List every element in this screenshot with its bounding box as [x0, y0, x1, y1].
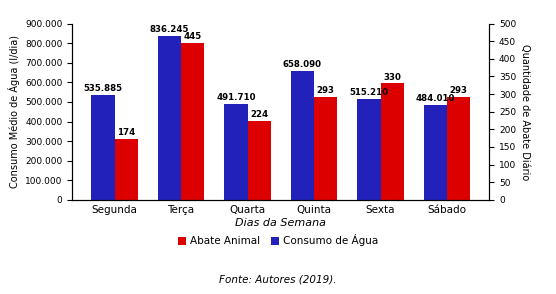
X-axis label: Dias da Semana: Dias da Semana [235, 218, 326, 228]
Text: 293: 293 [450, 86, 468, 95]
Text: 515.210: 515.210 [349, 88, 389, 97]
Bar [380, 83, 404, 200]
Text: 174: 174 [117, 128, 135, 137]
Bar [181, 43, 204, 200]
Text: Fonte: Autores (2019).: Fonte: Autores (2019). [219, 274, 337, 284]
Bar [158, 36, 181, 200]
Y-axis label: Quantidade de Abate Diário: Quantidade de Abate Diário [520, 44, 530, 180]
Text: 224: 224 [250, 110, 268, 119]
Text: 445: 445 [183, 32, 202, 41]
Text: 535.885: 535.885 [83, 84, 122, 93]
Bar [247, 121, 271, 200]
Bar [447, 96, 470, 200]
Bar [358, 99, 380, 200]
Text: 491.710: 491.710 [216, 93, 256, 102]
Text: 484.010: 484.010 [416, 94, 455, 103]
Bar [115, 138, 138, 200]
Text: 658.090: 658.090 [283, 60, 322, 69]
Bar [291, 71, 314, 200]
Text: 293: 293 [317, 86, 335, 95]
Bar [91, 95, 115, 200]
Text: 330: 330 [383, 73, 401, 81]
Legend: Abate Animal, Consumo de Água: Abate Animal, Consumo de Água [173, 230, 383, 250]
Bar [424, 105, 447, 200]
Bar [314, 96, 337, 200]
Text: 836.245: 836.245 [150, 25, 189, 34]
Y-axis label: Consumo Médio de Água (l/dia): Consumo Médio de Água (l/dia) [8, 35, 19, 188]
Bar [224, 103, 247, 200]
